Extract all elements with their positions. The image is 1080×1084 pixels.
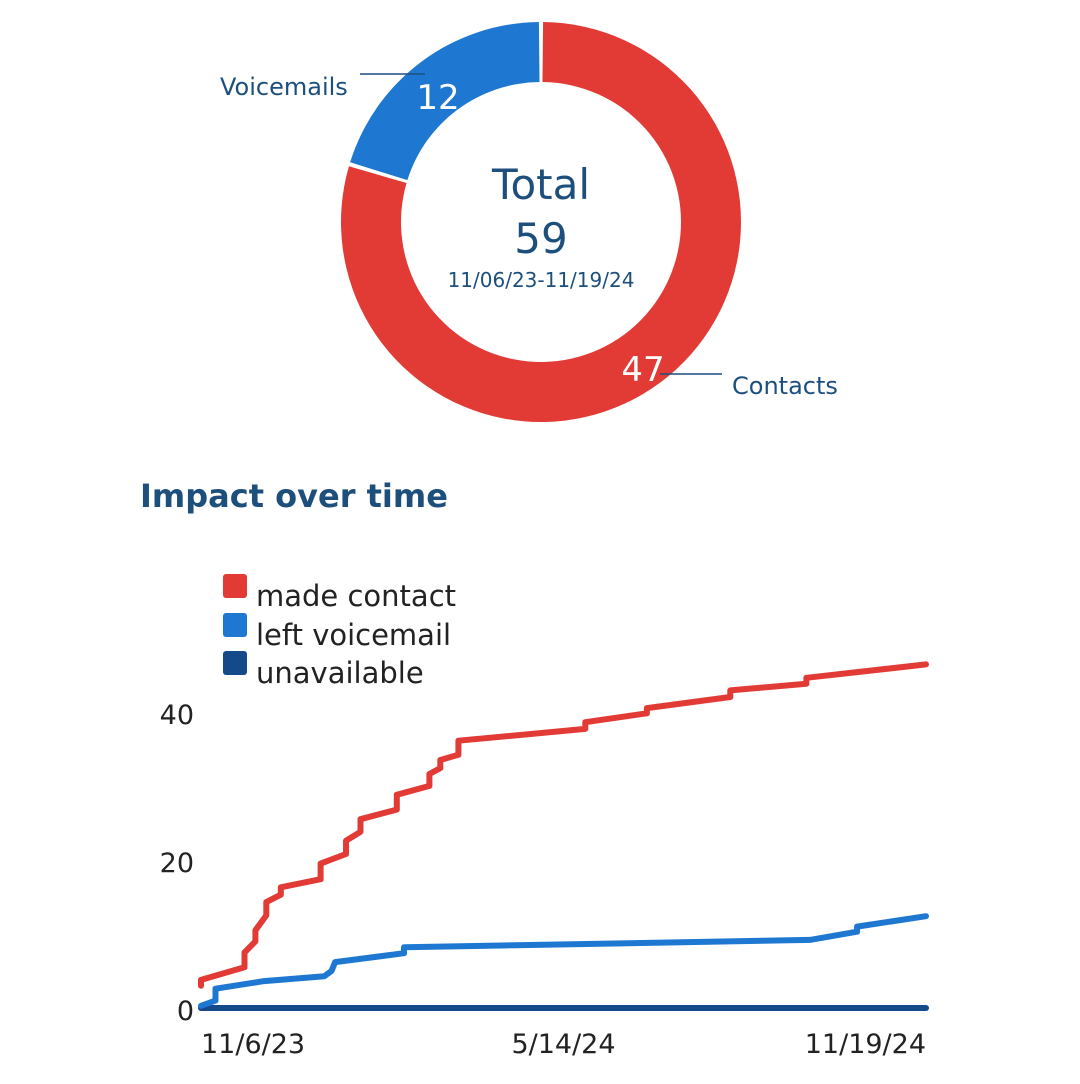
x-tick-label: 5/14/24 [511,1029,615,1060]
contacts-slice-value: 47 [621,350,664,390]
y-tick-label: 0 [177,996,194,1027]
donut-center-value: 59 [514,214,567,263]
series-line-left-voicemail [198,913,929,1009]
voicemails-callout-label: Voicemails [220,73,348,101]
chart-legend: made contact left voicemail unavailable [223,574,456,690]
section-title: Impact over time [140,477,448,515]
legend-swatch-unavailable [223,651,247,675]
y-tick-label: 20 [160,848,194,879]
legend-swatch-made-contact [223,574,247,598]
legend-label-unavailable: unavailable [256,656,424,690]
x-tick-label: 11/19/24 [805,1029,926,1060]
legend-label-left-voicemail: left voicemail [256,618,451,652]
voicemails-slice-value: 12 [416,78,459,118]
y-tick-label: 40 [160,700,194,731]
line-chart: made contact left voicemail unavailable … [160,574,929,1060]
donut-slice-contacts [341,22,742,422]
series-line-made-contact [198,661,929,989]
donut-center-label: Total [491,160,590,209]
legend-label-made-contact: made contact [256,579,456,613]
legend-swatch-left-voicemail [223,613,247,637]
x-tick-label: 11/6/23 [201,1029,305,1060]
x-axis-ticks: 11/6/23 5/14/24 11/19/24 [201,1029,926,1060]
donut-chart: Total 59 11/06/23-11/19/24 12 47 Voicema… [220,22,838,422]
y-axis-ticks: 0 20 40 [160,700,194,1027]
contacts-callout-label: Contacts [732,372,838,400]
donut-slice-voicemails [350,22,540,181]
donut-date-range: 11/06/23-11/19/24 [448,268,635,292]
